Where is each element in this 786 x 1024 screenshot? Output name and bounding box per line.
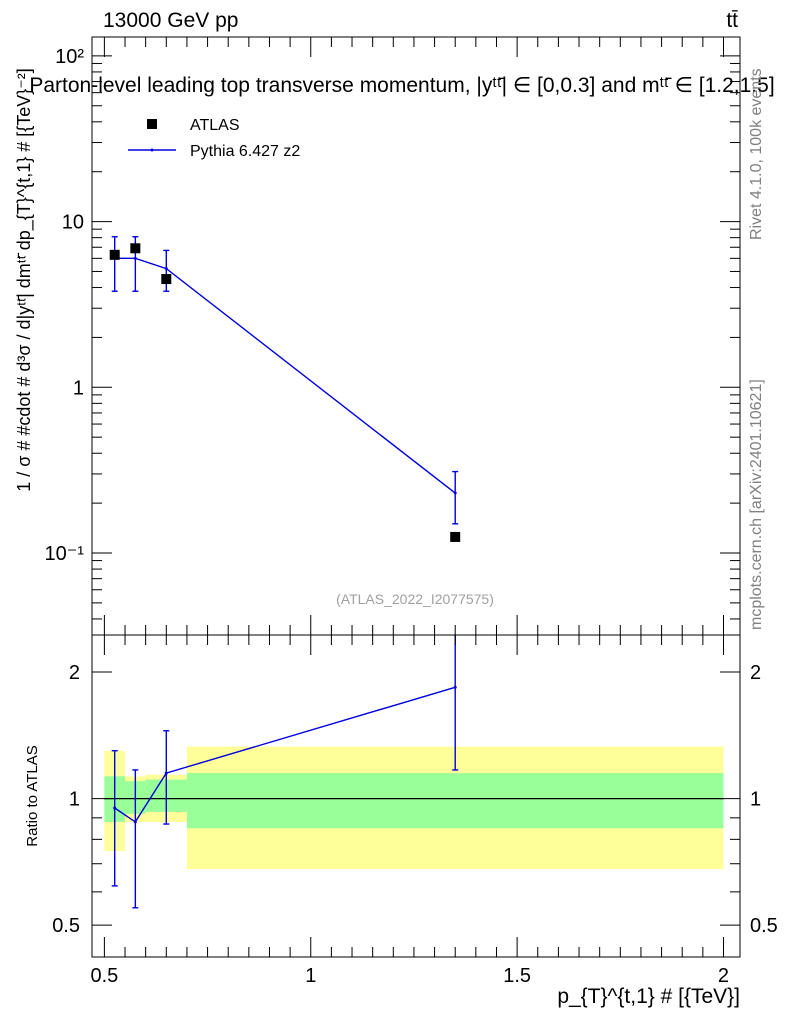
legend: ATLAS Pythia 6.427 z2 — [128, 117, 300, 160]
x-axis-label: p_{T}^{t,1} # [{TeV}] — [557, 985, 740, 1008]
ratio-pythia-line — [114, 686, 456, 823]
x-tick-label: 1 — [305, 965, 316, 987]
pythia-point — [133, 256, 137, 260]
x-tick-label: 2 — [718, 965, 729, 987]
ratio-point — [133, 820, 137, 824]
x-tick-label: 1.5 — [503, 965, 531, 987]
analysis-watermark: (ATLAS_2022_I2077575) — [336, 591, 494, 607]
main-y-axis-label: 1 / σ # #cdot # d³σ / d|yᵗᵗ̄| dmᵗᵗ̄ dp_{… — [14, 68, 35, 492]
legend-pythia-label: Pythia 6.427 z2 — [190, 143, 300, 160]
main-plot-area — [109, 236, 461, 542]
ratio-y-tick-label-right: 1 — [750, 789, 761, 811]
mcplots-label: mcplots.cern.ch [arXiv:2401.10621] — [748, 379, 765, 630]
atlas-point — [450, 531, 461, 542]
ratio-point — [164, 771, 168, 775]
stat-uncertainty-band — [186, 773, 724, 829]
ratio-frame — [91, 634, 741, 958]
ratio-axes: 0.5 0.5 1 1 2 2 0.5 1 1.5 2 — [52, 635, 778, 987]
rivet-label: Rivet 4.1.0, 100k events — [748, 68, 765, 240]
y-tick-label: 10⁻¹ — [45, 543, 85, 565]
pythia-point — [164, 267, 168, 271]
ratio-point — [453, 685, 457, 689]
legend-atlas-marker — [147, 119, 157, 129]
pythia-point — [453, 491, 457, 495]
energy-label: 13000 GeV pp — [103, 9, 238, 32]
ratio-y-tick-label: 2 — [69, 662, 80, 684]
ratio-y-axis-label: Ratio to ATLAS — [24, 745, 41, 846]
ratio-y-tick-label: 0.5 — [52, 915, 80, 937]
main-axes: 10⁻¹ 1 10 10² — [45, 37, 740, 635]
y-tick-label: 1 — [73, 377, 84, 399]
ratio-y-tick-label-right: 2 — [750, 662, 761, 684]
main-panel: 10⁻¹ 1 10 10² (ATLAS_2022_I2077575) Parton-… — [14, 36, 775, 636]
atlas-point — [109, 249, 120, 260]
pythia-line — [114, 257, 456, 494]
y-tick-label: 10 — [62, 212, 84, 234]
ratio-plot-area — [104, 635, 724, 909]
legend-atlas-label: ATLAS — [190, 117, 240, 134]
atlas-point — [130, 243, 141, 254]
legend-pythia-marker — [150, 148, 154, 152]
ratio-y-tick-label: 1 — [69, 789, 80, 811]
x-tick-label: 0.5 — [90, 965, 118, 987]
ratio-y-tick-label-right: 0.5 — [750, 915, 778, 937]
atlas-point — [161, 274, 172, 285]
process-label: tt̄ — [726, 9, 738, 32]
ratio-point — [113, 806, 117, 810]
y-tick-label: 10² — [55, 46, 84, 68]
chart-title: Parton-level leading top transverse mome… — [29, 74, 774, 97]
ratio-panel: 0.5 0.5 1 1 2 2 0.5 1 1.5 2 Ratio to ATLAS p_{T}^… — [24, 634, 778, 1008]
